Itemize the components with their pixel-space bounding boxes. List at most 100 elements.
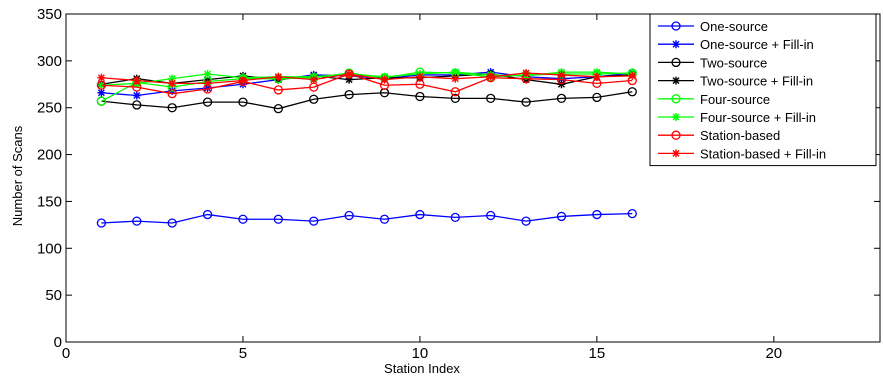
data-point <box>521 216 531 226</box>
series-line <box>101 91 633 110</box>
y-tick-label: 300 <box>37 53 62 70</box>
y-tick-label: 0 <box>54 334 62 351</box>
data-point <box>450 93 460 103</box>
data-point <box>486 72 495 81</box>
data-point <box>203 69 212 78</box>
data-point <box>486 210 496 221</box>
data-point <box>380 75 389 84</box>
legend-marker <box>672 113 680 121</box>
data-point <box>415 209 425 220</box>
data-point <box>202 97 213 107</box>
y-tick-label: 350 <box>37 6 62 23</box>
x-tick-label: 5 <box>239 345 247 362</box>
axes-frame <box>65 13 881 343</box>
data-point <box>556 211 567 222</box>
legend-label: Four-source + Fill-in <box>700 110 816 125</box>
data-point <box>592 68 601 77</box>
data-point <box>132 91 141 100</box>
data-point <box>202 209 213 220</box>
data-point <box>415 91 425 102</box>
series-1 <box>96 208 637 228</box>
data-point <box>132 216 142 226</box>
legend-marker <box>671 21 681 31</box>
data-point <box>450 212 460 223</box>
data-point <box>557 80 566 89</box>
data-point <box>627 87 637 97</box>
legend-label: Two-source <box>700 55 767 70</box>
x-tick-label: 20 <box>765 345 782 362</box>
data-point <box>486 93 496 103</box>
legend-label: One-source + Fill-in <box>700 37 814 52</box>
data-point <box>96 96 107 106</box>
series-line <box>101 72 633 84</box>
data-point <box>203 79 212 88</box>
series-8 <box>97 69 637 88</box>
data-point <box>451 74 460 83</box>
legend-label: One-source <box>700 19 768 34</box>
y-axis-label: Number of Scans <box>10 125 25 226</box>
data-point <box>238 214 248 224</box>
data-point <box>556 93 567 103</box>
x-tick-label: 0 <box>62 345 70 362</box>
legend-item: One-source <box>658 19 768 34</box>
data-point <box>345 75 354 84</box>
legend-label: Station-based + Fill-in <box>700 146 826 161</box>
x-tick-label: 10 <box>412 345 429 362</box>
data-point <box>344 89 354 100</box>
data-point <box>203 84 212 93</box>
data-point <box>132 76 141 85</box>
legend-item: Four-source + Fill-in <box>658 110 816 125</box>
legend-item: Station-based + Fill-in <box>658 146 826 161</box>
data-point <box>592 209 602 220</box>
plot-area <box>96 67 637 228</box>
data-point <box>592 92 602 103</box>
data-point <box>521 97 531 107</box>
data-point <box>627 208 637 219</box>
legend-item: Two-source <box>658 55 767 70</box>
legend-item: Two-source + Fill-in <box>658 74 813 89</box>
legend: One-source One-source + Fill-in Two-source… <box>649 13 877 167</box>
data-point <box>167 103 177 113</box>
legend-marker <box>671 130 681 140</box>
legend-label: Four-source <box>700 92 770 107</box>
data-point <box>273 214 283 224</box>
data-point <box>379 214 390 224</box>
data-point <box>167 89 177 99</box>
data-point <box>344 210 354 221</box>
legend-item: Four-source <box>658 92 770 107</box>
data-point <box>167 218 177 228</box>
y-tick-label: 200 <box>37 147 62 164</box>
data-point <box>97 81 106 90</box>
data-point <box>273 104 283 114</box>
y-tick-label: 250 <box>37 100 62 117</box>
series-line <box>101 73 633 85</box>
data-point <box>309 75 318 84</box>
data-point <box>168 74 177 83</box>
x-axis-label: Station Index <box>384 361 460 376</box>
legend-marker <box>672 76 680 85</box>
y-tick-label: 100 <box>37 240 62 257</box>
data-point <box>273 85 283 95</box>
series-line <box>101 212 633 224</box>
legend-marker <box>671 94 681 104</box>
data-point <box>415 72 424 81</box>
legend-marker <box>671 57 681 68</box>
data-point <box>274 72 283 81</box>
data-point <box>592 72 601 81</box>
data-point <box>238 76 247 85</box>
legend-item: One-source + Fill-in <box>658 37 814 52</box>
legend-box <box>649 13 877 167</box>
legend-item: Station-based <box>658 128 780 143</box>
data-point <box>97 88 106 97</box>
x-tick-label: 15 <box>589 345 606 362</box>
data-point <box>132 100 142 110</box>
legend-label: Station-based <box>700 128 780 143</box>
legend-marker <box>672 149 680 158</box>
data-point <box>309 94 319 104</box>
data-point <box>168 79 177 88</box>
data-point <box>97 73 106 82</box>
data-point <box>309 216 319 226</box>
data-point <box>451 68 460 77</box>
data-point <box>96 218 107 228</box>
